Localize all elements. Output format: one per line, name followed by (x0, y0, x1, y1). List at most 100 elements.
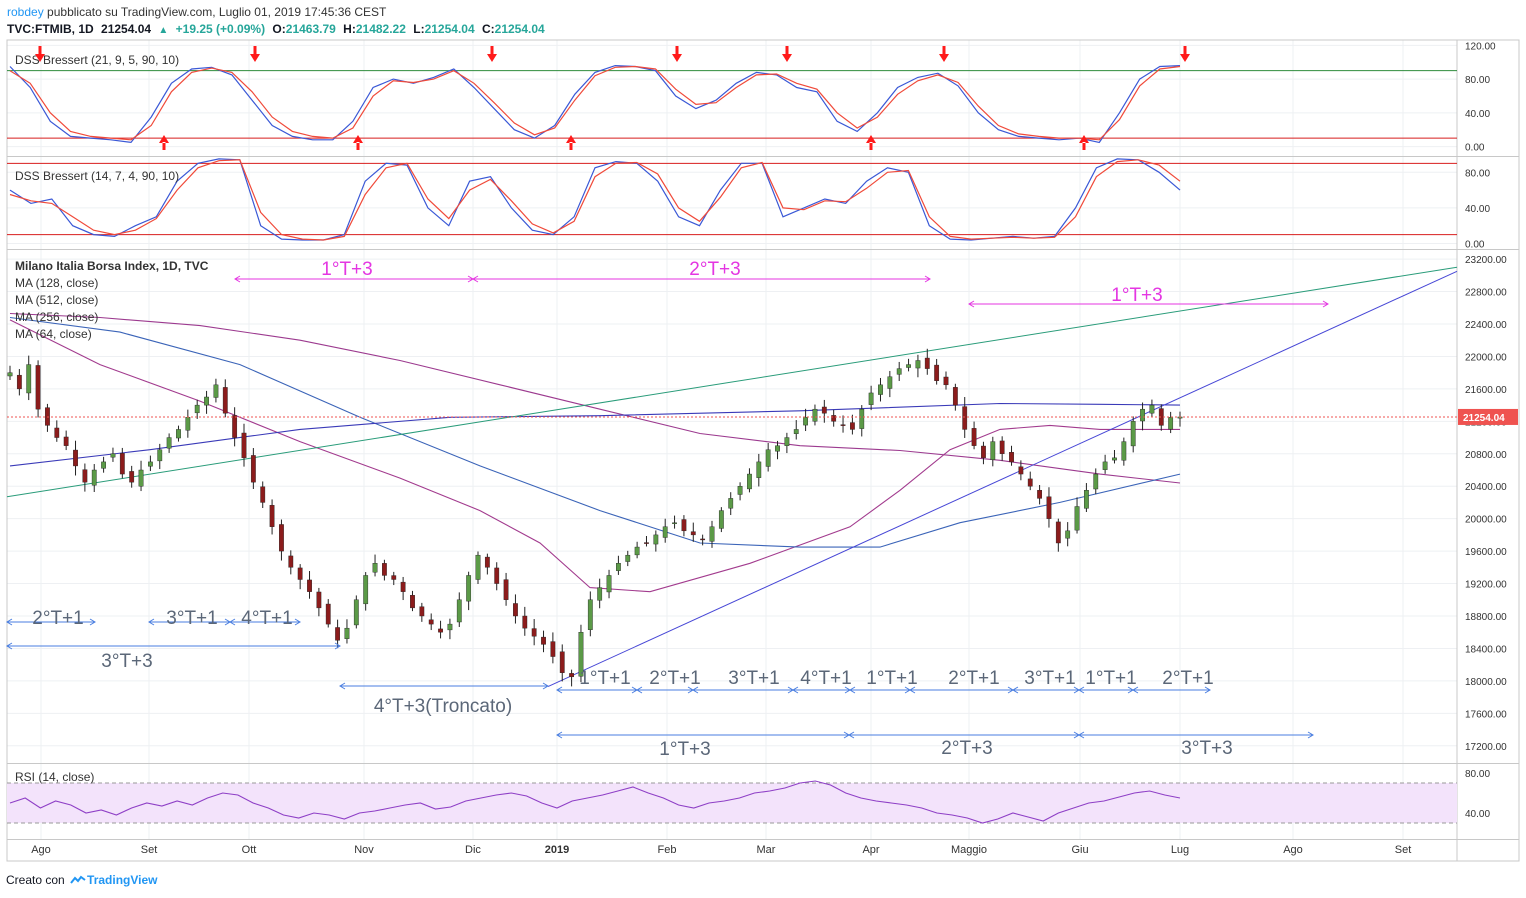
last-price-label: 21254.04 (1463, 413, 1505, 424)
candle-body (1140, 408, 1145, 422)
candle-body (1093, 473, 1099, 490)
candle-body (129, 471, 135, 483)
candle-body (260, 486, 266, 503)
dss-series-line-dss (9, 158, 1181, 241)
annotation-arrowhead (6, 618, 13, 626)
x-tick-label: Ago (1283, 844, 1303, 856)
annotation-arrowhead (1078, 686, 1085, 694)
ma-128-line (9, 316, 1181, 548)
candle-body (756, 461, 762, 478)
price-change: +19.25 (+0.09%) (175, 22, 266, 36)
y-tick-label: 19200.00 (1465, 580, 1507, 591)
candle-body (1130, 421, 1136, 447)
candle-body (1046, 496, 1052, 519)
x-tick-label: Nov (354, 844, 374, 856)
candle-body (26, 364, 32, 394)
candle-body (241, 432, 247, 459)
annotation-arrowhead (848, 731, 855, 739)
candle-body (981, 445, 986, 459)
y-tick-label: 0.00 (1465, 143, 1485, 154)
annotation-arrowhead (229, 618, 236, 626)
candle-body (391, 575, 397, 580)
annotation-label: 1°T+1 (866, 668, 917, 689)
candle-body (700, 538, 706, 541)
candle-body (176, 429, 181, 439)
y-tick-label: 0.00 (1465, 240, 1485, 251)
dss-series-line-signal (9, 65, 1181, 141)
candle-body (597, 587, 603, 601)
down-arrow-icon (672, 46, 682, 62)
candle-body (990, 441, 996, 460)
candle-body (73, 449, 78, 467)
candle-body (157, 449, 163, 462)
candle-body (1065, 530, 1071, 539)
candle-body (887, 376, 893, 389)
annotation-label: 3°T+1 (1024, 668, 1075, 689)
x-tick-label: Lug (1171, 844, 1189, 856)
annotation-arrowhead (556, 731, 563, 739)
candle-body (644, 542, 649, 544)
last-price: 21254.04 (101, 22, 152, 36)
candle-body (410, 595, 415, 609)
y-tick-label: 20400.00 (1465, 482, 1507, 493)
candle-body (353, 599, 359, 626)
candle-body (952, 387, 958, 406)
y-tick-label: 22800.00 (1465, 288, 1507, 299)
low-value: 21254.04 (424, 22, 475, 36)
author-link[interactable]: robdey (7, 5, 44, 19)
annotation-arrowhead (472, 275, 479, 283)
candle-body (943, 376, 949, 386)
candle-body (484, 556, 490, 568)
candle-body (250, 455, 256, 483)
annotation-label: 2°T+3 (941, 738, 992, 759)
rsi-band-fill (7, 783, 1457, 823)
annotation-label: 2°T+3 (689, 259, 740, 280)
up-arrow-icon (159, 135, 169, 150)
candle-body (924, 357, 930, 369)
price-pane-title: Milano Italia Borsa Index, 1D, TVC (15, 259, 209, 273)
up-arrow-icon (866, 135, 876, 150)
candle-body (662, 526, 668, 538)
x-tick-label: Apr (862, 844, 879, 856)
y-tick-label: 18000.00 (1465, 677, 1507, 688)
y-tick-label: 40.00 (1465, 809, 1490, 820)
candle-body (101, 461, 107, 469)
candle-body (578, 632, 584, 677)
tradingview-brand-link[interactable]: TradingView (87, 873, 158, 887)
candle-body (1168, 417, 1174, 430)
candle-body (915, 360, 921, 369)
candle-body (765, 449, 771, 467)
candle-body (1055, 521, 1061, 544)
x-tick-label: Giu (1071, 844, 1088, 856)
y-tick-label: 120.00 (1465, 41, 1496, 52)
candle-body (681, 519, 687, 532)
candle-body (279, 524, 284, 552)
candle-body (194, 404, 200, 414)
candle-body (91, 469, 97, 486)
candle-body (1009, 452, 1014, 463)
candle-body (316, 591, 322, 609)
annotation-label: 1°T+3 (659, 739, 710, 760)
x-tick-label: Ago (31, 844, 51, 856)
candle-body (625, 554, 631, 562)
annotation-label: 1°T+1 (1085, 668, 1136, 689)
candle-body (288, 555, 294, 568)
annotation-label: 3°T+1 (166, 608, 217, 629)
annotation-arrowhead (556, 686, 563, 694)
candle-body (803, 417, 809, 426)
candle-body (428, 619, 434, 625)
annotation-label: 1°T+3 (321, 259, 372, 280)
candle-body (7, 372, 13, 377)
annotation-arrowhead (339, 682, 346, 690)
x-tick-label: Feb (658, 844, 677, 856)
y-tick-label: 19600.00 (1465, 547, 1507, 558)
candle-body (587, 599, 593, 630)
annotation-arrowhead (968, 300, 975, 308)
x-tick-label: Set (141, 844, 158, 856)
annotation-arrowhead (636, 686, 643, 694)
candle-body (812, 408, 818, 422)
down-arrow-icon (1180, 46, 1190, 62)
annotation-label: 1°T+1 (579, 668, 630, 689)
candle-body (185, 417, 191, 431)
